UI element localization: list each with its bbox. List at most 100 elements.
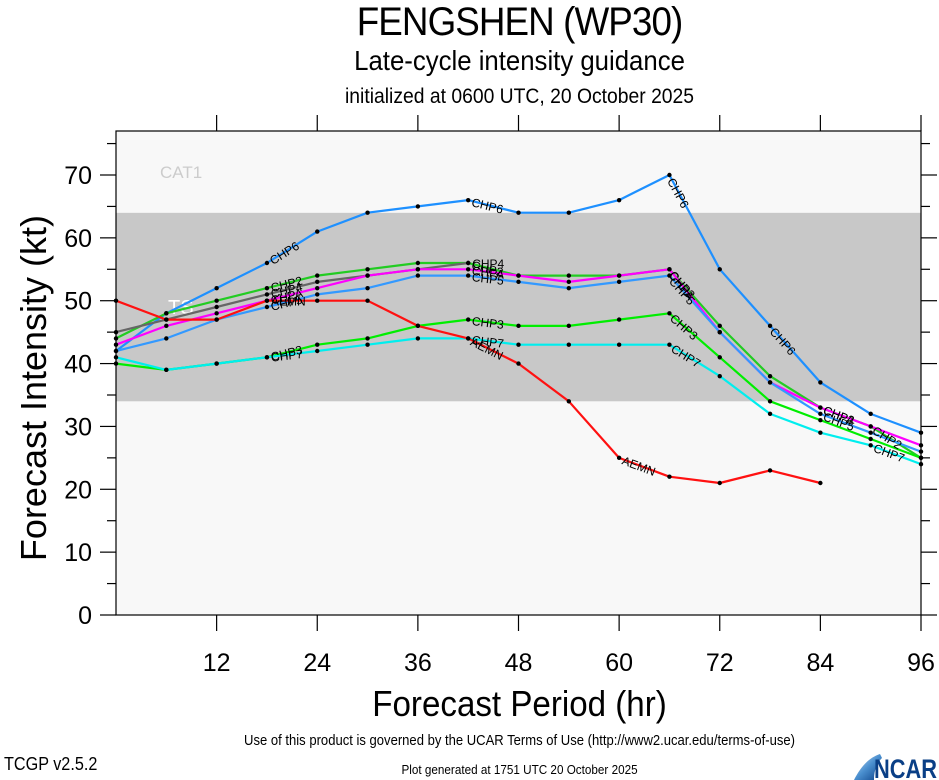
y-tick-label: 20 [64,476,92,504]
data-point-chpa [868,424,873,429]
data-point-chpa [516,273,521,278]
version-label: TCGP v2.5.2 [4,754,98,774]
data-point-chp7 [164,367,169,373]
data-point-chp6 [717,267,722,272]
data-point-chp5 [516,279,521,285]
data-point-chp3 [767,399,773,404]
data-point-chp3 [315,342,320,347]
data-point-chp2 [415,260,421,266]
data-point-chp3 [516,323,521,329]
data-point-aemn [415,323,421,329]
data-point-chp6 [315,229,320,234]
data-point-chp6 [415,204,421,209]
data-point-chp2 [365,267,370,272]
y-tick-label: 70 [64,162,92,190]
data-point-chpa [415,267,421,272]
data-point-chp5 [818,411,823,417]
data-point-aemn [365,298,370,303]
x-tick-label: 48 [505,649,533,677]
data-point-chp5 [566,285,572,291]
data-point-chp3 [667,311,672,316]
data-point-chp6 [516,210,521,215]
data-point-chpa [566,279,572,285]
line-label-chp5: CHP5 [471,270,505,288]
data-point-chp3 [818,417,823,423]
data-point-chp7 [667,342,672,347]
line-label-chp3: CHP3 [471,314,505,332]
data-point-chpa [667,267,672,272]
data-point-chp2 [214,298,219,303]
data-point-chp3 [717,355,722,360]
data-point-chpa [214,311,219,316]
data-point-aemn [264,298,270,303]
y-tick-label: 50 [64,288,92,316]
x-tick-label: 24 [303,649,331,677]
data-point-chpa [465,267,471,272]
data-point-chp4 [214,304,219,310]
intensity-bands [116,131,921,615]
axis-tick-labels: 0 10 20 30 40 50 60 70 12 24 36 48 60 72 84 96 [64,162,935,677]
x-tick-label: 36 [404,649,432,677]
data-point-chp5 [264,304,270,310]
data-point-chp2 [264,285,270,291]
x-tick-label: 72 [706,649,734,677]
chart-subtitle: Late-cycle intensity guidance [354,45,685,76]
data-point-aemn [767,468,773,473]
data-point-chp6 [465,197,471,203]
data-point-chp4 [264,292,270,297]
terms-of-use-text: Use of this product is governed by the U… [244,733,796,749]
line-label-chp7: CHP7 [471,333,505,351]
chart-init-time: initialized at 0600 UTC, 20 October 2025 [345,85,695,108]
data-point-aemn [465,336,471,341]
data-point-chp3 [566,323,572,329]
data-point-chp7 [818,430,823,435]
x-tick-label: 96 [907,649,935,677]
data-point-chpa [315,285,320,291]
data-point-chp6 [616,197,622,203]
data-point-chp3 [465,317,471,322]
data-point-aemn [164,317,169,322]
data-point-chp7 [767,411,773,417]
data-point-chp4 [315,279,320,285]
data-point-chp5 [315,292,320,297]
data-point-chp5 [164,336,169,341]
data-point-chp5 [667,273,672,278]
ncar-logo: NCAR [854,754,937,780]
series-points [113,172,924,486]
data-point-chp7 [616,342,622,347]
y-tick-label: 0 [78,602,92,630]
data-point-chp5 [616,279,622,285]
data-point-chp5 [717,329,722,335]
data-point-chp7 [516,342,521,347]
data-point-aemn [214,317,219,322]
data-point-aemn [315,298,320,303]
data-point-chp6 [264,260,270,266]
data-point-chp7 [415,336,421,341]
y-tick-label: 30 [64,413,92,441]
data-point-chp6 [767,323,773,329]
line-label-chp4: CHP4 [472,257,504,271]
y-tick-label: 40 [64,351,92,379]
data-point-aemn [818,480,823,486]
data-point-chp5 [365,285,370,291]
data-point-chp7 [365,342,370,347]
data-point-chp2 [164,311,169,316]
data-point-aemn [667,474,672,479]
x-axis-label: Forecast Period (hr) [372,683,667,724]
x-tick-label: 12 [203,649,231,677]
data-point-aemn [616,455,622,461]
data-point-aemn [566,399,572,404]
ncar-logo-text: NCAR [874,754,937,780]
plot-generated-text: Plot generated at 1751 UTC 20 October 20… [401,762,638,777]
band-cat1 [116,131,921,213]
data-point-chpa [164,323,169,329]
data-point-chp5 [465,273,471,278]
data-point-chpa [818,405,823,410]
axis-ticks [100,115,937,631]
x-tick-label: 84 [806,649,834,677]
chart-title: FENGSHEN (WP30) [356,0,684,44]
data-point-aemn [717,480,722,486]
ncar-swoosh-icon [854,754,882,780]
data-point-chp2 [767,373,773,379]
